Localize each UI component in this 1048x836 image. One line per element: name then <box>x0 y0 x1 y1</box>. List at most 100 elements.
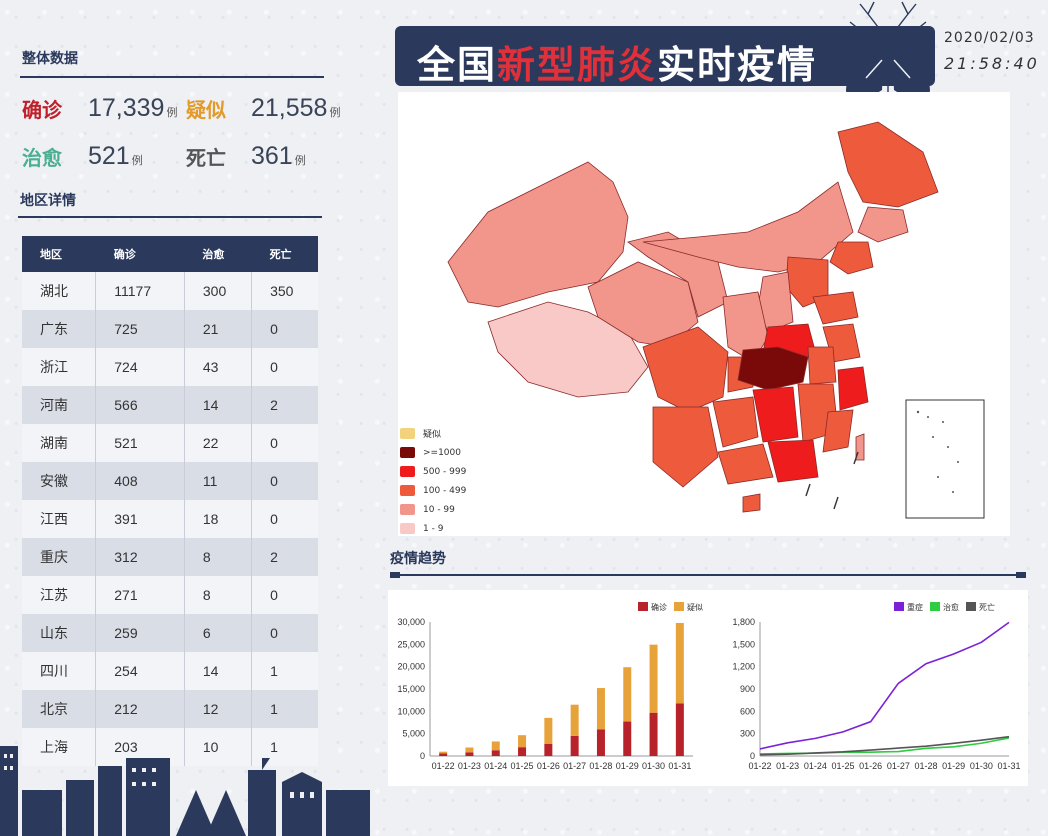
x-tick-label: 01-24 <box>804 761 827 771</box>
cured-number: 521 <box>88 142 130 170</box>
cell-region: 山东 <box>22 614 97 652</box>
trend-panel: 0 5,000 10,000 15,000 20,000 25,000 30,000 01-2… <box>388 590 1028 786</box>
table-row[interactable]: 湖南 521 22 0 <box>22 424 318 462</box>
legend-swatch <box>400 447 415 458</box>
cell-confirmed: 724 <box>95 348 185 386</box>
trend-divider <box>390 574 1026 576</box>
col-dead[interactable]: 死亡 <box>251 236 318 272</box>
suspected-value: 21,558 例 <box>251 94 340 123</box>
bar-确诊 <box>544 743 553 756</box>
region-fujian <box>822 409 854 453</box>
cured-label: 治愈 <box>22 146 62 170</box>
y-tick-label: 10,000 <box>397 706 425 716</box>
legend-item[interactable]: 疑似 <box>400 424 466 443</box>
page-title: 全国新型肺炎实时疫情 <box>417 34 817 89</box>
bar-确诊 <box>439 753 448 756</box>
title-part-b: 新型肺炎 <box>497 43 658 87</box>
table-row[interactable]: 湖北 11177 300 350 <box>22 272 318 310</box>
region-hainan <box>742 493 761 513</box>
y-tick-label: 300 <box>740 729 755 739</box>
cell-region: 河南 <box>22 386 97 424</box>
bar-疑似 <box>570 704 579 736</box>
table-row[interactable]: 北京 212 12 1 <box>22 690 318 728</box>
region-guangxi <box>717 443 774 485</box>
line-死亡 <box>759 735 1010 756</box>
stacked-bar-chart[interactable]: 0 5,000 10,000 15,000 20,000 25,000 30,000 01-2… <box>388 590 708 786</box>
line-chart[interactable]: 0 300 600 900 1,200 1,500 1,800 01-22 01-23 01-24… <box>724 590 1024 786</box>
cell-cured: 21 <box>184 310 253 348</box>
legend-swatch <box>400 485 415 496</box>
cell-region: 江苏 <box>22 576 97 614</box>
cell-region: 北京 <box>22 690 97 728</box>
china-map[interactable] <box>398 92 1010 536</box>
line-重症 <box>759 621 1010 750</box>
legend-swatch <box>638 602 648 611</box>
cell-cured: 12 <box>184 690 253 728</box>
y-tick-label: 0 <box>420 751 425 761</box>
legend-item[interactable]: 10 - 99 <box>400 500 466 519</box>
cell-dead: 2 <box>251 386 318 424</box>
table-row[interactable]: 四川 254 14 1 <box>22 652 318 690</box>
cell-confirmed: 259 <box>95 614 185 652</box>
cell-cured: 10 <box>184 728 253 766</box>
overview-divider <box>20 76 324 78</box>
region-guizhou <box>712 396 759 448</box>
y-tick-label: 1,500 <box>732 639 755 649</box>
cell-confirmed: 203 <box>95 728 185 766</box>
table-row[interactable]: 重庆 312 8 2 <box>22 538 318 576</box>
table-row[interactable]: 广东 725 21 0 <box>22 310 318 348</box>
legend-item[interactable]: 500 - 999 <box>400 462 466 481</box>
title-part-c: 实时疫情 <box>657 43 818 87</box>
date-display: 2020/02/03 <box>944 30 1035 46</box>
col-cured[interactable]: 治愈 <box>184 236 252 272</box>
legend-item[interactable]: 1 - 9 <box>400 519 466 538</box>
x-tick-label: 01-26 <box>859 761 882 771</box>
x-tick-label: 01-30 <box>970 761 993 771</box>
table-row[interactable]: 浙江 724 43 0 <box>22 348 318 386</box>
table-row[interactable]: 上海 203 10 1 <box>22 728 318 766</box>
y-tick-label: 600 <box>740 706 755 716</box>
confirmed-unit: 例 <box>166 107 178 119</box>
cell-region: 广东 <box>22 310 97 348</box>
legend-item[interactable]: >=1000 <box>400 443 466 462</box>
legend-label: 疑似 <box>687 602 703 612</box>
table-row[interactable]: 江西 391 18 0 <box>22 500 318 538</box>
legend-label: 500 - 999 <box>423 466 467 477</box>
overview-title: 整体数据 <box>22 51 78 67</box>
bar-确诊 <box>465 752 474 756</box>
table-row[interactable]: 安徽 408 11 0 <box>22 462 318 500</box>
cell-confirmed: 11177 <box>95 272 185 310</box>
cell-cured: 43 <box>184 348 253 386</box>
dead-value: 361 例 <box>251 142 306 171</box>
cell-dead: 0 <box>251 348 318 386</box>
legend-item[interactable]: 100 - 499 <box>400 481 466 500</box>
cell-confirmed: 254 <box>95 652 185 690</box>
cell-cured: 18 <box>184 500 253 538</box>
bar-疑似 <box>596 688 605 730</box>
y-tick-label: 1,200 <box>732 662 755 672</box>
region-table-wrap: 地区 确诊 治愈 死亡 湖北 11177 300 350 广东 725 21 0 浙江 724… <box>22 236 318 766</box>
y-tick-label: 15,000 <box>397 684 425 694</box>
table-row[interactable]: 山东 259 6 0 <box>22 614 318 652</box>
legend-label: 确诊 <box>651 602 667 612</box>
x-tick-label: 01-30 <box>642 761 665 771</box>
cell-dead: 0 <box>251 462 318 500</box>
cell-confirmed: 521 <box>95 424 185 462</box>
legend-swatch <box>966 602 976 611</box>
legend-label: >=1000 <box>423 447 461 458</box>
table-row[interactable]: 河南 566 14 2 <box>22 386 318 424</box>
table-row[interactable]: 江苏 271 8 0 <box>22 576 318 614</box>
x-tick-label: 01-31 <box>668 761 691 771</box>
legend-swatch <box>400 523 415 534</box>
legend-label: 1 - 9 <box>423 523 444 534</box>
confirmed-value: 17,339 例 <box>88 94 177 123</box>
col-confirmed[interactable]: 确诊 <box>95 236 185 272</box>
y-tick-label: 5,000 <box>402 729 425 739</box>
region-hunan <box>752 386 799 443</box>
y-tick-label: 25,000 <box>397 639 425 649</box>
cured-value: 521 例 <box>88 142 143 171</box>
china-map-panel <box>398 92 1010 536</box>
cured-unit: 例 <box>131 155 143 167</box>
line-治愈 <box>759 737 1010 755</box>
col-region[interactable]: 地区 <box>22 236 96 272</box>
